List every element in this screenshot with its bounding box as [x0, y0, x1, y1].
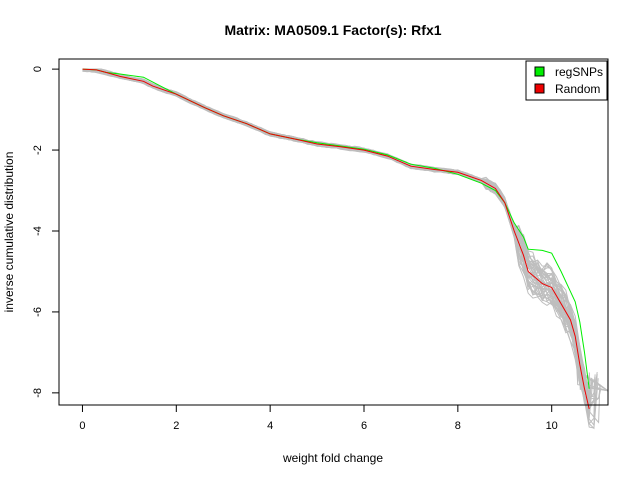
- x-axis-label: weight fold change: [282, 451, 383, 465]
- x-tick-label: 8: [455, 420, 461, 432]
- simulation-line: [82, 69, 590, 417]
- simulation-line: [82, 68, 609, 415]
- y-tick-label: -8: [32, 388, 44, 398]
- simulation-series-group: [82, 68, 609, 430]
- legend-label-regsnps: regSNPs: [555, 65, 603, 79]
- y-tick-label: -2: [32, 145, 44, 155]
- simulation-line: [82, 68, 609, 392]
- simulation-line: [82, 69, 583, 380]
- simulation-line: [82, 70, 590, 405]
- simulation-line: [82, 69, 581, 390]
- simulation-line: [82, 68, 609, 392]
- y-tick-label: 0: [32, 66, 44, 72]
- simulation-line: [82, 68, 581, 390]
- legend: regSNPs Random: [525, 60, 608, 101]
- main-series-group: [82, 68, 590, 410]
- x-tick-label: 10: [546, 420, 558, 432]
- simulation-line: [82, 70, 581, 386]
- simulation-line: [82, 68, 582, 373]
- x-axis: 0 2 4 6 8 10: [79, 404, 558, 432]
- legend-swatch-regsnps: [534, 66, 545, 77]
- simulation-line: [82, 68, 579, 371]
- simulation-line: [82, 68, 609, 392]
- simulation-line: [82, 70, 609, 392]
- chart-title: Matrix: MA0509.1 Factor(s): Rfx1: [224, 22, 441, 38]
- series-line-random: [82, 68, 590, 410]
- x-tick-label: 6: [361, 420, 367, 432]
- x-tick-label: 0: [79, 420, 85, 432]
- simulation-line: [82, 68, 579, 382]
- simulation-line: [82, 68, 609, 392]
- plot-frame: [58, 58, 609, 406]
- y-axis: 0 -2 -4 -6 -8: [32, 66, 60, 398]
- y-tick-label: -4: [32, 226, 44, 236]
- simulation-line: [82, 68, 609, 392]
- y-tick-label: -6: [32, 307, 44, 317]
- x-tick-label: 2: [173, 420, 179, 432]
- x-tick-label: 4: [267, 420, 273, 432]
- simulation-line: [82, 68, 587, 390]
- legend-label-random: Random: [555, 82, 600, 96]
- simulation-line: [82, 69, 582, 382]
- legend-swatch-random: [534, 83, 545, 94]
- series-line-regsnps: [82, 68, 590, 389]
- y-axis-label: inverse cumulative distribution: [2, 152, 16, 313]
